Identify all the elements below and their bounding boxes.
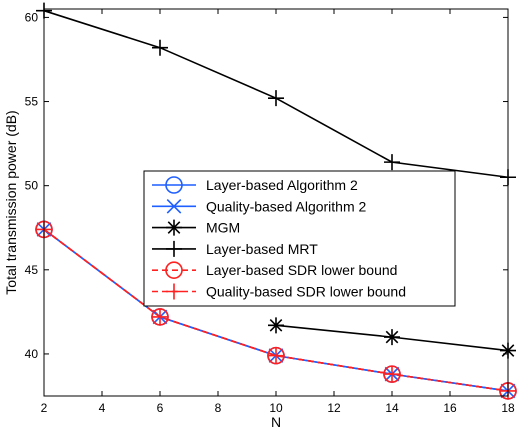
ticks-layer: 2 4 6 8 10 12 14 16 18 40 45 50 55 60 [25, 9, 515, 415]
legend-label: Quality-based SDR lower bound [206, 284, 406, 300]
y-tick-label: 40 [25, 347, 39, 361]
legend-marker [166, 198, 182, 214]
x-tick-label: 4 [99, 401, 106, 415]
data-point [268, 317, 284, 334]
legend-label: Quality-based Algorithm 2 [206, 198, 367, 214]
x-tick-label: 18 [501, 401, 515, 415]
y-axis-label: Total transmission power (dB) [3, 110, 19, 294]
data-point [384, 154, 400, 171]
data-point [384, 329, 400, 346]
legend-marker [165, 261, 183, 280]
legend: Layer-based Algorithm 2 Quality-based Alg… [143, 170, 456, 307]
x-tick-label: 16 [443, 401, 457, 415]
series-2 [268, 317, 516, 359]
y-tick-label: 60 [25, 10, 39, 24]
y-tick-label: 50 [25, 179, 39, 193]
data-point [268, 90, 284, 107]
legend-label: MGM [206, 220, 240, 236]
y-tick-label: 55 [25, 95, 39, 109]
x-tick-label: 8 [215, 401, 222, 415]
legend-marker [165, 176, 183, 194]
series-3 [36, 2, 516, 186]
legend-box [143, 170, 456, 307]
y-tick-label: 45 [25, 263, 39, 277]
legend-label: Layer-based MRT [206, 241, 318, 257]
series-line [43, 228, 509, 392]
x-tick-label: 6 [157, 401, 164, 415]
x-axis-label: N [271, 414, 281, 430]
data-point [152, 308, 168, 325]
x-tick-label: 10 [269, 401, 283, 415]
legend-marker [166, 240, 182, 257]
data-point [384, 366, 400, 383]
legend-label: Layer-based Algorithm 2 [206, 177, 358, 193]
x-tick-label: 14 [385, 401, 399, 415]
x-tick-label: 12 [327, 401, 341, 415]
legend-marker [166, 219, 182, 236]
data-point [268, 347, 284, 364]
x-tick-label: 2 [41, 401, 48, 415]
data-point [152, 39, 168, 56]
legend-marker [166, 283, 182, 300]
legend-label: Layer-based SDR lower bound [206, 262, 397, 278]
